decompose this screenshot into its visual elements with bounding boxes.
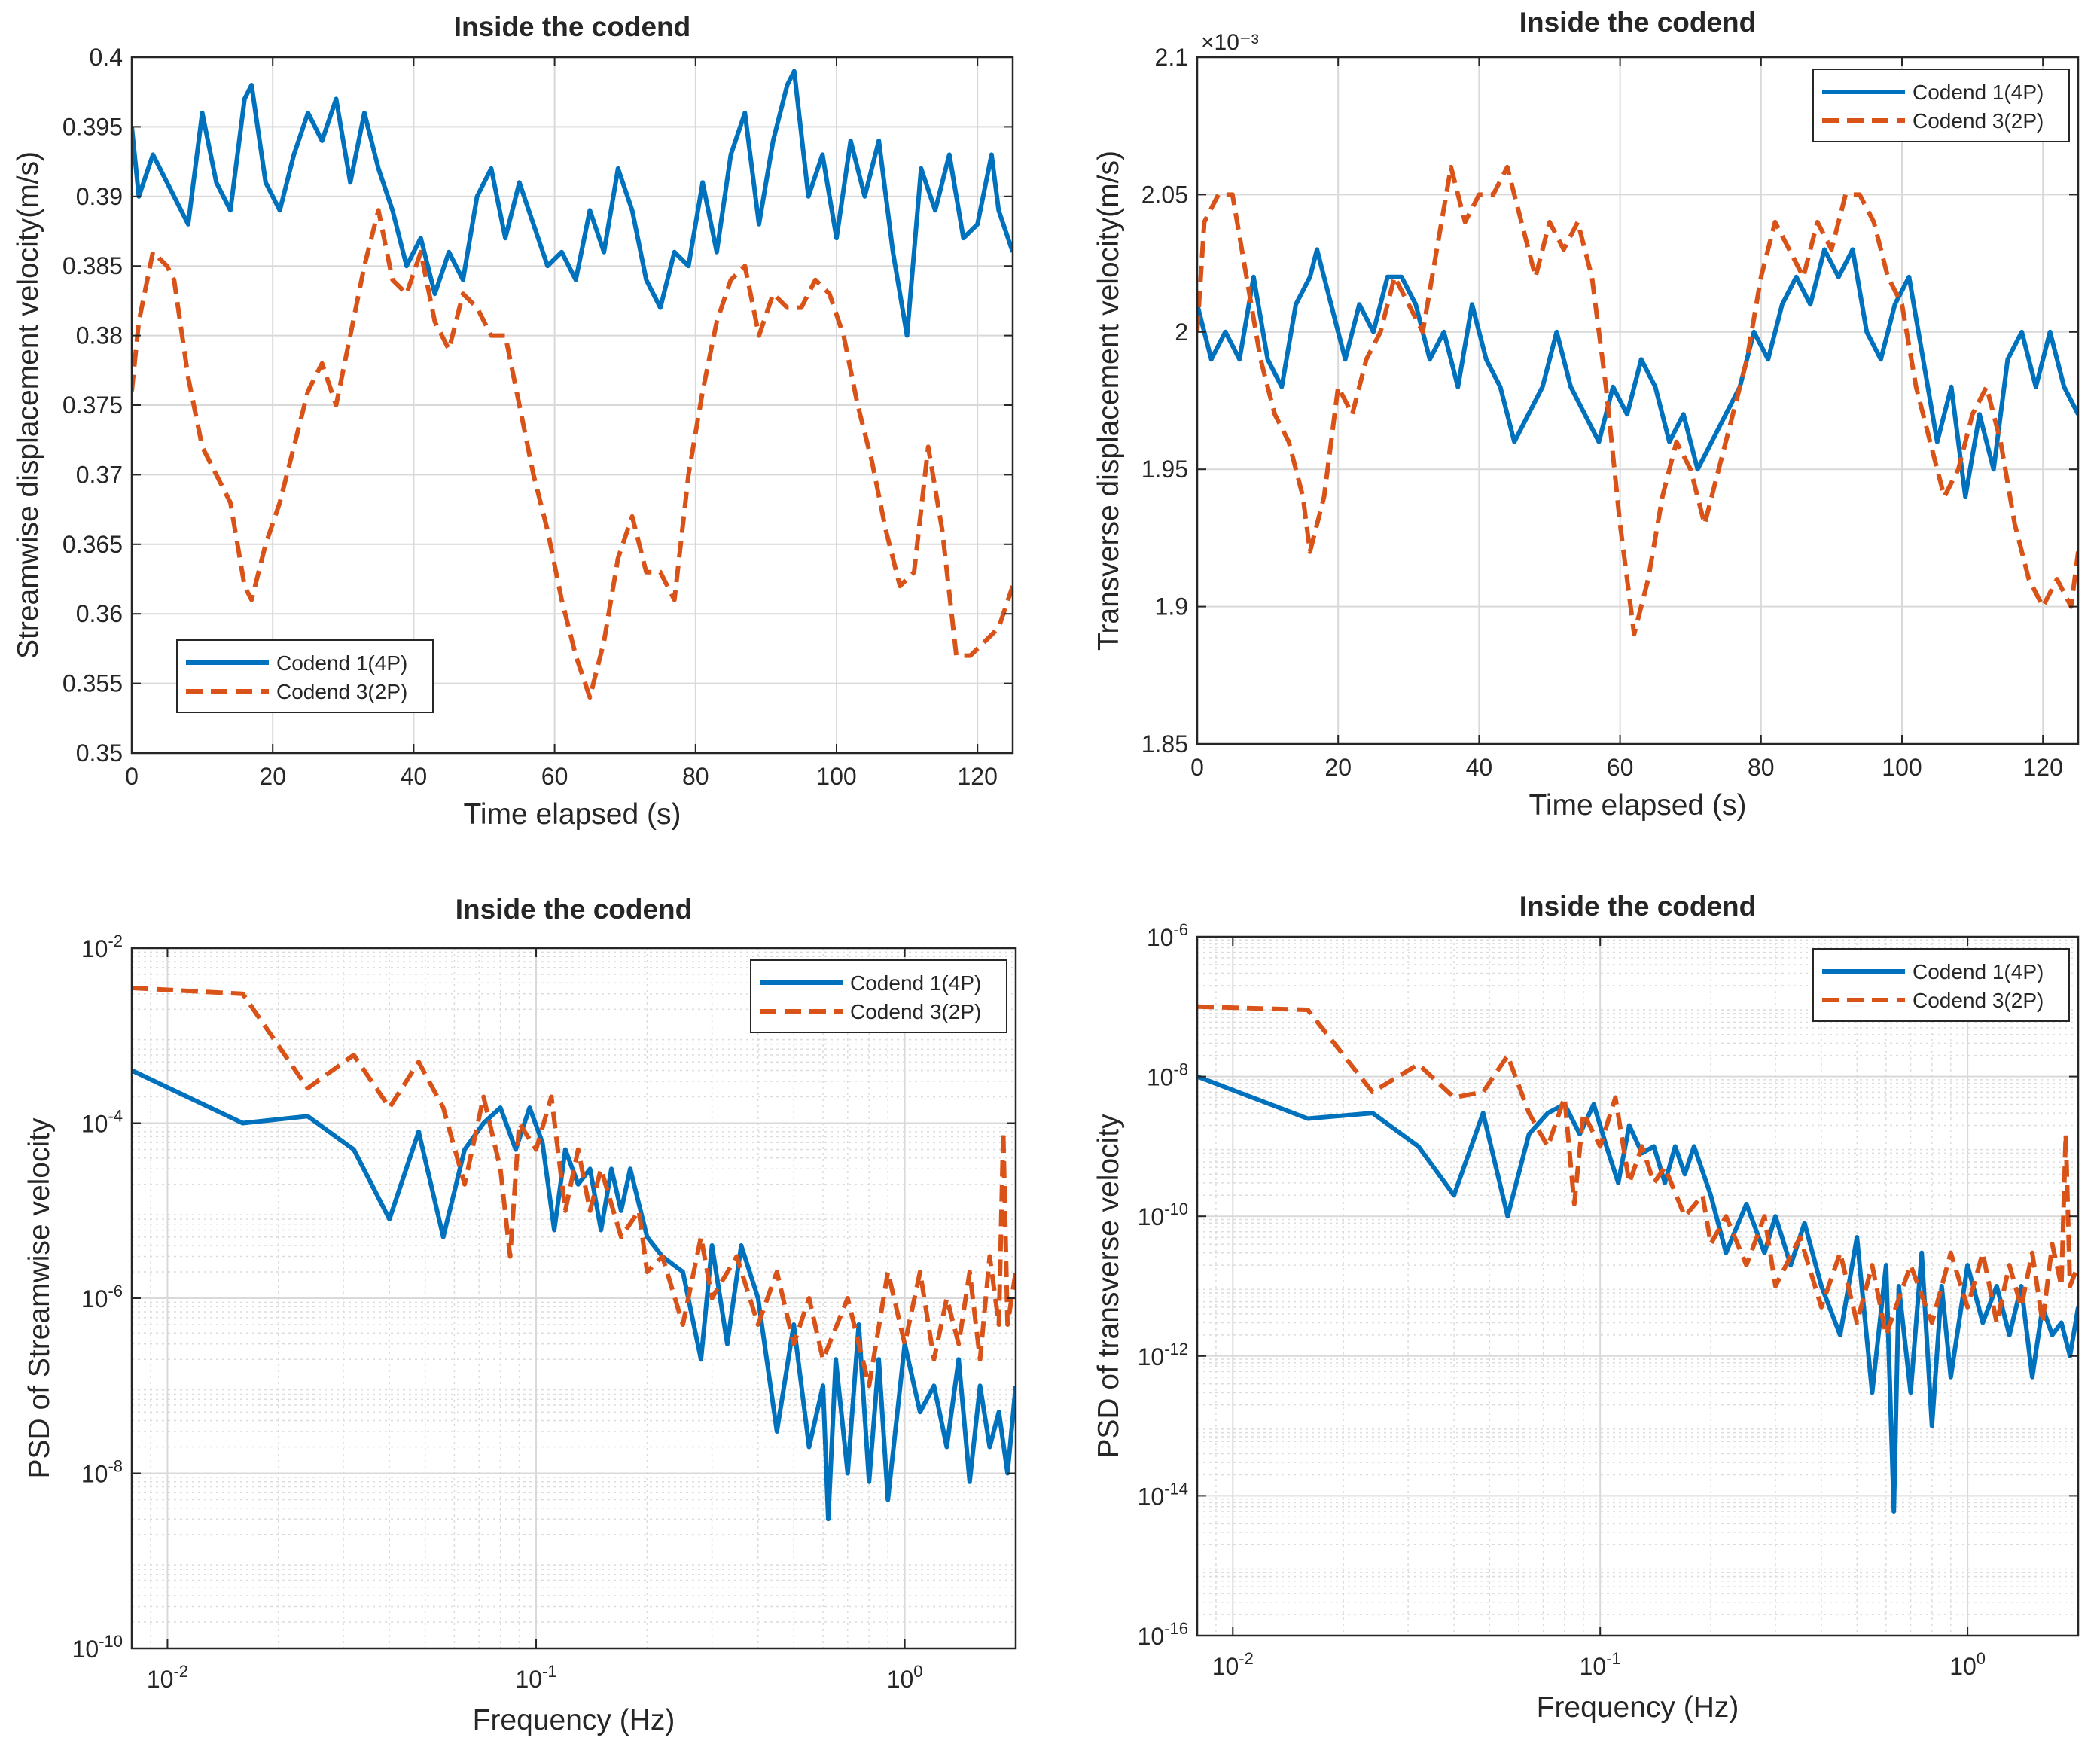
legend-label: Codend 1(4P) [276,651,407,675]
panel-bottom-right: 10-2 10-1 100 10-16 10-14 10-12 10-10 10-8 10-6 I… [1093,891,2080,1724]
panel-top-right: 0 20 40 60 80 100 120 1.85 1.9 1.95 2 2.05 2.1 ×10⁻³ I… [1093,7,2080,822]
series-line-codend-3 [1197,1004,2078,1337]
grid [132,947,1016,1649]
y-tick-label: 0.4 [90,44,123,71]
x-tick-label: 100 [816,763,856,790]
x-axis-label: Frequency (Hz) [473,1704,675,1736]
x-axis-label: Time elapsed (s) [1529,789,1747,822]
panel-bottom-left: 10-2 10-1 100 10-10 10-8 10-6 10-4 10-2 Inside t… [23,894,1017,1736]
legend-box [750,959,1007,1033]
series-line-codend-1 [132,69,1013,338]
y-tick-label: 0.38 [76,322,123,349]
y-tick-label: 10-6 [81,1282,123,1313]
y-tick-label: 0.355 [62,670,123,697]
legend-label: Codend 1(4P) [1913,960,2044,983]
y-tick-label: 1.9 [1155,593,1188,620]
chart-title: Inside the codend [1519,7,1757,38]
y-axis-label: Streamwise displacement velocity(m/s) [12,151,44,659]
x-tick-label: 20 [259,763,286,790]
x-tick-label: 10-1 [515,1662,556,1693]
x-tick-label: 100 [1949,1649,1986,1680]
y-tick-label: 0.39 [76,183,123,210]
series-line-codend-1 [1197,247,2078,499]
y-tick-label: 10-4 [81,1107,123,1138]
y-tick-label: 0.385 [62,252,123,279]
y-tick-label: 1.85 [1141,730,1188,758]
y-tick-label: 10-10 [72,1632,123,1663]
x-tick-label: 10-1 [1580,1649,1621,1680]
y-tick-label: 0.365 [62,531,123,558]
y-axis-label: PSD of transverse velocity [1093,1114,1125,1459]
series-group [1197,164,2078,637]
series-group [132,69,1013,700]
y-tick-label: 10-12 [1138,1340,1188,1371]
axes-box [1196,935,2080,1637]
legend-box [1812,948,2070,1022]
y-tick-label: 10-8 [1147,1060,1188,1091]
y-axis-label: PSD of Streamwise velocity [23,1117,56,1478]
legend-label: Codend 3(2P) [276,680,407,703]
x-axis-label: Frequency (Hz) [1537,1691,1739,1724]
legend: Codend 1(4P) Codend 3(2P) [1812,69,2070,142]
x-tick-label: 20 [1324,754,1352,781]
x-tick-label: 80 [682,763,709,790]
x-tick-label: 10-2 [147,1662,188,1693]
x-tick-label: 100 [887,1662,923,1693]
y-tick-label: 10-14 [1138,1479,1188,1510]
x-tick-label: 60 [1607,754,1634,781]
axes-box [1196,56,2080,745]
x-tick-label: 40 [1466,754,1493,781]
y-tick-label: 10-10 [1138,1200,1188,1230]
legend-label: Codend 1(4P) [1913,81,2044,104]
x-tick-label: 120 [2023,754,2063,781]
series-line-codend-1 [132,1068,1016,1522]
series-line-codend-3 [132,986,1016,1389]
plot-area [1197,937,2078,1636]
legend-box [176,639,434,713]
y-tick-label: 10-8 [81,1457,123,1488]
legend-label: Codend 1(4P) [850,971,981,995]
series-line-codend-3 [1197,164,2078,637]
x-tick-label: 10-2 [1212,1649,1254,1680]
legend: Codend 1(4P) Codend 3(2P) [176,639,434,713]
y-tick-label: 0.375 [62,392,123,419]
series-line-codend-1 [1197,1074,2078,1514]
legend-label: Codend 3(2P) [850,1000,981,1023]
x-axis-label: Time elapsed (s) [464,798,681,831]
y-axis-label: Transverse displacement velocity(m/s) [1093,151,1125,651]
x-tick-label: 80 [1748,754,1775,781]
x-tick-label: 40 [401,763,428,790]
legend-box [1812,69,2070,142]
legend: Codend 1(4P) Codend 3(2P) [750,959,1007,1033]
series-group [132,986,1016,1522]
series-group [1197,1004,2078,1514]
x-tick-label: 120 [958,763,998,790]
x-tick-label: 0 [125,763,139,790]
x-tick-label: 60 [541,763,568,790]
x-tick-label: 100 [1882,754,1922,781]
y-tick-label: 10-16 [1138,1619,1188,1650]
y-tick-label: 2 [1175,319,1188,346]
legend: Codend 1(4P) Codend 3(2P) [1812,948,2070,1022]
y-tick-label: 0.36 [76,600,123,627]
x-tick-label: 0 [1190,754,1204,781]
y-tick-label: 1.95 [1141,456,1188,483]
chart-title: Inside the codend [456,894,693,925]
series-line-codend-3 [132,208,1013,700]
y-tick-label: 10-2 [81,931,123,962]
y-tick-label: 10-6 [1147,920,1188,951]
panel-top-left: 0 20 40 60 80 100 120 0.35 0.355 0.36 0.365 0.37 0.3… [12,11,1014,831]
y-tick-label: 2.1 [1155,44,1188,71]
chart-title: Inside the codend [1519,891,1757,922]
y-tick-label: 0.37 [76,461,123,488]
y-exponent-label: ×10⁻³ [1201,30,1259,55]
legend-label: Codend 3(2P) [1913,989,2044,1012]
y-tick-label: 0.35 [76,739,123,767]
chart-title: Inside the codend [454,11,691,42]
legend-label: Codend 3(2P) [1913,109,2044,133]
y-tick-label: 0.395 [62,113,123,140]
y-tick-label: 2.05 [1141,181,1188,208]
